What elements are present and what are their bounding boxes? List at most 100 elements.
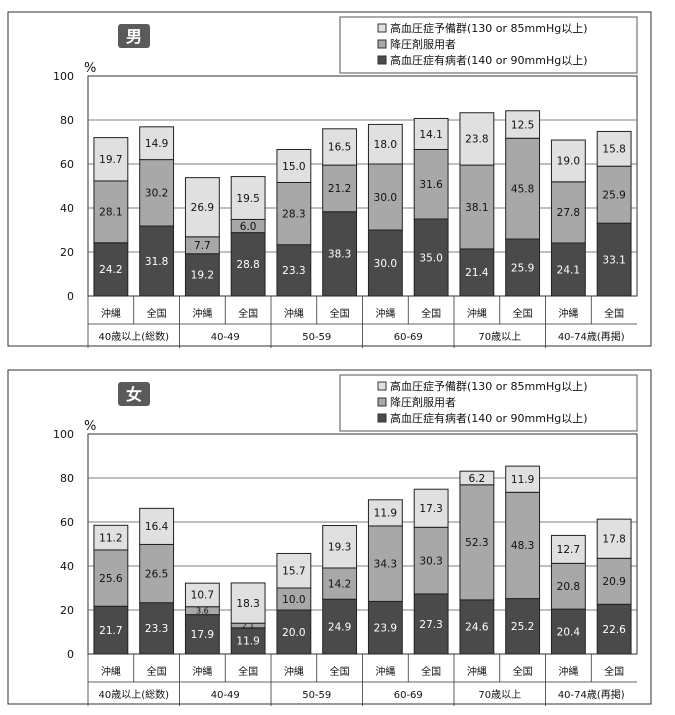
bar-segment bbox=[139, 225, 175, 297]
group-label: 40-74歳(再掲) bbox=[558, 689, 625, 701]
data-label: 21.2 bbox=[328, 183, 351, 195]
x-tick-label: 沖縄 bbox=[467, 307, 487, 320]
legend-swatch bbox=[377, 413, 387, 423]
bar-segment bbox=[413, 593, 449, 655]
data-label: 26.5 bbox=[145, 568, 168, 580]
plot-area bbox=[87, 75, 638, 297]
male-chart: 男 高血圧症予備群(130 or 85mmHg以上) 降圧剤服用者高血圧症有病者(1… bbox=[7, 11, 652, 348]
x-tick-label: 全国 bbox=[513, 665, 533, 678]
data-label: 16.4 bbox=[145, 521, 169, 533]
y-tick-label: 40 bbox=[60, 560, 74, 573]
data-label: 7.7 bbox=[194, 240, 211, 252]
bar-segment bbox=[93, 242, 129, 297]
data-label: 10.7 bbox=[191, 590, 214, 602]
x-tick-label: 全国 bbox=[238, 665, 258, 678]
bar-segment bbox=[550, 242, 586, 297]
data-label: 20.8 bbox=[557, 581, 580, 593]
bar-segment bbox=[505, 491, 541, 600]
bar-segment bbox=[505, 465, 541, 493]
bar-segment bbox=[550, 562, 586, 610]
bar-segment bbox=[459, 164, 495, 250]
data-label: 30.3 bbox=[419, 555, 442, 567]
y-tick-label: 20 bbox=[60, 246, 74, 259]
data-label: 27.3 bbox=[419, 619, 442, 631]
group-label: 40歳以上(総数) bbox=[98, 330, 169, 343]
data-label: 22.6 bbox=[602, 624, 626, 636]
bar-segment bbox=[276, 148, 312, 183]
data-label: 20.4 bbox=[557, 626, 581, 638]
group-label: 60-69 bbox=[394, 690, 423, 701]
data-label: 19.7 bbox=[99, 154, 122, 166]
x-tick-label: 沖縄 bbox=[467, 665, 487, 678]
x-tick-label: 全国 bbox=[147, 307, 167, 320]
data-label: 11.9 bbox=[374, 508, 397, 520]
bar-segment bbox=[276, 244, 312, 297]
bar-segment bbox=[367, 525, 403, 602]
legend-entry: 降圧剤服用者 bbox=[390, 37, 456, 51]
data-label: 31.6 bbox=[419, 179, 443, 191]
bar-segment bbox=[459, 112, 495, 166]
bar-segment bbox=[230, 582, 266, 624]
bar-segment bbox=[596, 130, 632, 167]
y-tick-label: 100 bbox=[53, 428, 74, 441]
data-label: 30.0 bbox=[374, 258, 397, 270]
bar-segment bbox=[184, 614, 220, 655]
bar-segment bbox=[139, 507, 175, 545]
group-label: 40歳以上(総数) bbox=[98, 688, 169, 701]
y-tick-label: 40 bbox=[60, 202, 74, 215]
bar-segment bbox=[596, 222, 632, 297]
x-tick-label: 全国 bbox=[147, 665, 167, 678]
data-label: 11.9 bbox=[511, 474, 534, 486]
data-label: 19.2 bbox=[191, 270, 214, 282]
x-tick-label: 沖縄 bbox=[375, 665, 395, 678]
data-label: 35.0 bbox=[419, 252, 442, 264]
data-label: 17.8 bbox=[602, 534, 625, 546]
x-tick-label: 全国 bbox=[513, 307, 533, 320]
bar-segment bbox=[184, 582, 220, 608]
bar-segment bbox=[505, 238, 541, 297]
y-tick-label: 80 bbox=[60, 114, 74, 127]
bar-segment bbox=[322, 211, 358, 297]
x-tick-label: 沖縄 bbox=[192, 307, 212, 320]
data-label: 28.8 bbox=[236, 259, 259, 271]
data-label: 14.2 bbox=[328, 578, 351, 590]
x-tick-label: 沖縄 bbox=[284, 307, 304, 320]
bar-segment bbox=[322, 598, 358, 655]
data-label: 24.2 bbox=[99, 264, 122, 276]
data-label: 19.5 bbox=[236, 193, 259, 205]
data-label: 26.9 bbox=[191, 202, 214, 214]
data-label: 23.8 bbox=[465, 134, 488, 146]
bar-segment bbox=[596, 518, 632, 559]
data-label: 12.7 bbox=[557, 544, 580, 556]
group-label: 40-74歳(再掲) bbox=[558, 331, 625, 343]
legend-swatch bbox=[377, 23, 387, 33]
group-label: 40-49 bbox=[211, 690, 240, 701]
y-tick-label: 0 bbox=[67, 290, 74, 303]
y-tick-label: 0 bbox=[67, 648, 74, 661]
data-label: 2.1 bbox=[242, 621, 255, 630]
group-label: 60-69 bbox=[394, 332, 423, 343]
data-label: 24.1 bbox=[557, 264, 580, 276]
bar-segment bbox=[459, 599, 495, 655]
data-label: 17.9 bbox=[191, 629, 214, 641]
x-tick-label: 沖縄 bbox=[284, 665, 304, 678]
bar-segment bbox=[459, 248, 495, 297]
x-tick-label: 全国 bbox=[421, 665, 441, 678]
data-label: 52.3 bbox=[465, 537, 488, 549]
data-label: 18.0 bbox=[374, 139, 397, 151]
bar-segment bbox=[413, 488, 449, 528]
bar-segment bbox=[322, 525, 358, 569]
bar-segment bbox=[505, 598, 541, 655]
data-label: 15.0 bbox=[282, 161, 305, 173]
x-tick-label: 全国 bbox=[604, 665, 624, 678]
legend-swatch bbox=[377, 39, 387, 49]
legend-box bbox=[339, 374, 638, 432]
data-label: 27.8 bbox=[557, 207, 580, 219]
bar-segment bbox=[230, 176, 266, 220]
x-tick-label: 沖縄 bbox=[101, 665, 121, 678]
x-tick-label: 沖縄 bbox=[375, 307, 395, 320]
bar-segment bbox=[93, 549, 129, 607]
y-tick-label: 100 bbox=[53, 70, 74, 83]
bar-segment bbox=[413, 148, 449, 220]
female-chart-panel: 女 高血圧症予備群(130 or 85mmHg以上) 降圧剤服用者 高血圧症有病者(1… bbox=[0, 358, 675, 715]
